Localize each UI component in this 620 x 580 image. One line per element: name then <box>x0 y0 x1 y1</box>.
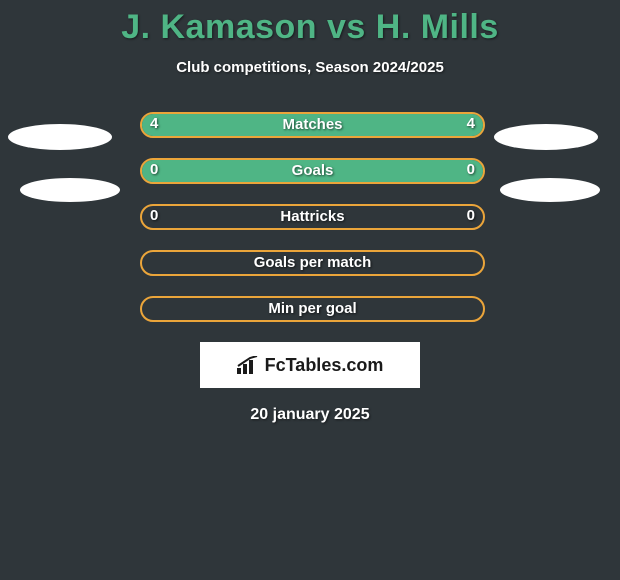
value-left: 0 <box>150 158 158 182</box>
page-title: J. Kamason vs H. Mills <box>0 0 620 47</box>
chart-icon <box>237 356 259 374</box>
value-left: 4 <box>150 112 158 136</box>
logo: FcTables.com <box>237 355 384 376</box>
bar-label: Goals per match <box>142 252 483 274</box>
stat-bar: Hattricks <box>140 204 485 230</box>
stat-bar: Matches <box>140 112 485 138</box>
stat-bar: Goals <box>140 158 485 184</box>
value-right: 0 <box>467 204 475 228</box>
stat-bar: Goals per match <box>140 250 485 276</box>
player-ellipse <box>8 124 112 150</box>
player-ellipse <box>494 124 598 150</box>
value-right: 4 <box>467 112 475 136</box>
page-subtitle: Club competitions, Season 2024/2025 <box>0 59 620 76</box>
date-text: 20 january 2025 <box>0 406 620 424</box>
bar-label: Matches <box>142 114 483 136</box>
comparison-row: Hattricks0 0 <box>0 204 620 232</box>
value-right: 0 <box>467 158 475 182</box>
bar-label: Min per goal <box>142 298 483 320</box>
player-ellipse <box>20 178 120 202</box>
value-left: 0 <box>150 204 158 228</box>
player-ellipse <box>500 178 600 202</box>
stat-bar: Min per goal <box>140 296 485 322</box>
bar-label: Goals <box>142 160 483 182</box>
bar-label: Hattricks <box>142 206 483 228</box>
comparison-row: Goals per match <box>0 250 620 278</box>
logo-box: FcTables.com <box>200 342 420 388</box>
comparison-row: Min per goal <box>0 296 620 324</box>
logo-text: FcTables.com <box>265 355 384 376</box>
